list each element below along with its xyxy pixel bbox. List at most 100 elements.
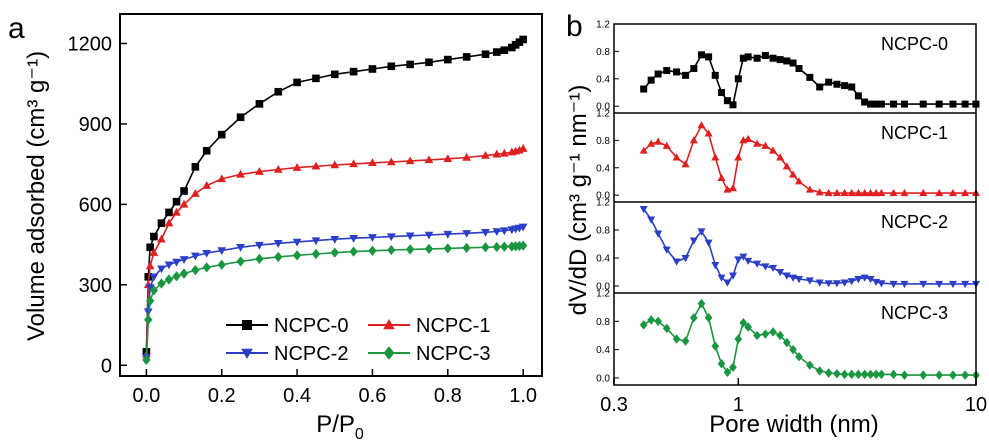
panel-b-point-ncpc-0 bbox=[825, 78, 833, 86]
panel-a-point-ncpc-3 bbox=[274, 251, 283, 263]
panel-a-point-ncpc-2 bbox=[179, 256, 189, 264]
legend-label-ncpc-0: NCPC-0 bbox=[274, 315, 348, 337]
panel-b-point-ncpc-3 bbox=[704, 313, 713, 323]
panel-b-point-ncpc-0 bbox=[890, 100, 898, 108]
panel-b-point-ncpc-3 bbox=[723, 367, 732, 377]
panel-a-series-ncpc-3 bbox=[142, 240, 528, 366]
panel-b-point-ncpc-2 bbox=[639, 206, 648, 214]
panel-b-point-ncpc-2 bbox=[824, 280, 833, 288]
panel-a-point-ncpc-3 bbox=[330, 247, 339, 258]
panel-b-ylabel: dV/dD (cm³ g⁻¹ nm⁻¹) bbox=[565, 85, 592, 316]
panel-a-y-tick-label: 600 bbox=[79, 194, 112, 216]
panel-b-point-ncpc-1 bbox=[689, 136, 698, 144]
panel-b-point-ncpc-3 bbox=[900, 370, 909, 380]
panel-a-point-ncpc-0 bbox=[165, 208, 173, 217]
panel-b-y-tick-label: 0.4 bbox=[596, 163, 610, 174]
panel-a-ticks: 0.0 0.2 0.4 0.6 0.8 1.0 0 300 600 900 1200 bbox=[68, 33, 538, 407]
panel-b-point-ncpc-2 bbox=[717, 274, 726, 282]
panel-b-series: NCPC-0 NCPC-1 NCPC-2 NCPC-3 bbox=[639, 34, 981, 380]
panel-b-point-ncpc-0 bbox=[841, 82, 849, 90]
panel-a-point-ncpc-3 bbox=[292, 250, 302, 261]
panel-b-point-ncpc-3 bbox=[761, 329, 770, 339]
panel-a-point-ncpc-3 bbox=[518, 240, 528, 251]
panel-b-point-ncpc-3 bbox=[860, 369, 869, 380]
panel-b-point-ncpc-1 bbox=[860, 188, 869, 197]
panel-a-y-tick-label: 0 bbox=[101, 355, 112, 377]
panel-a-legend: NCPC-0 NCPC-1 NCPC-2 NCPC-3 bbox=[226, 315, 490, 365]
panel-b-point-ncpc-3 bbox=[961, 370, 969, 380]
panel-a-plot-frame bbox=[119, 13, 543, 377]
panel-b-point-ncpc-1 bbox=[866, 188, 875, 197]
panel-a-point-ncpc-1 bbox=[386, 157, 396, 166]
panel-a-point-ncpc-2 bbox=[292, 238, 302, 247]
panel-a-point-ncpc-0 bbox=[144, 272, 153, 281]
panel-a-y-tick-label: 1200 bbox=[68, 33, 113, 55]
panel-a-point-ncpc-0 bbox=[217, 130, 226, 139]
panel-b-y-tick-label: 1.2 bbox=[596, 289, 610, 300]
panel-a-y-tick-label: 300 bbox=[79, 275, 112, 297]
legend-marker-ncpc-3 bbox=[383, 346, 395, 360]
panel-b-point-ncpc-3 bbox=[662, 323, 671, 334]
panel-b-point-ncpc-2 bbox=[832, 280, 841, 288]
panel-b-point-ncpc-3 bbox=[789, 344, 797, 355]
panel-a-point-ncpc-1 bbox=[149, 248, 159, 256]
panel-b-point-ncpc-1 bbox=[654, 137, 663, 145]
panel-a-point-ncpc-1 bbox=[202, 181, 212, 189]
panel-b-point-ncpc-1 bbox=[889, 188, 898, 197]
panel-b-point-ncpc-3 bbox=[833, 368, 841, 379]
panel-b-point-ncpc-3 bbox=[872, 369, 880, 380]
panel-b-point-ncpc-2 bbox=[697, 228, 706, 236]
panel-a-point-ncpc-1 bbox=[424, 155, 434, 164]
panel-a-point-ncpc-1 bbox=[405, 156, 415, 165]
panel-a-point-ncpc-2 bbox=[157, 265, 166, 274]
panel-b-point-ncpc-0 bbox=[872, 100, 880, 108]
panel-a-point-ncpc-1 bbox=[255, 167, 264, 175]
panel-b-point-ncpc-2 bbox=[840, 279, 849, 287]
panel-a-point-ncpc-1 bbox=[145, 261, 155, 270]
panel-b-point-ncpc-1 bbox=[639, 146, 648, 154]
panel-b-series-ncpc-0: NCPC-0 bbox=[640, 34, 980, 109]
panel-a-point-ncpc-3 bbox=[164, 274, 174, 285]
panel-b-point-ncpc-2 bbox=[654, 230, 663, 238]
panel-b-point-ncpc-2 bbox=[847, 278, 856, 286]
panel-b-x-tick-label: 0.3 bbox=[600, 394, 628, 416]
panel-a-point-ncpc-2 bbox=[368, 234, 377, 242]
panel-b-point-ncpc-0 bbox=[753, 54, 761, 62]
panel-a-point-ncpc-2 bbox=[190, 252, 200, 261]
panel-b-y-tick-label: 0.8 bbox=[596, 136, 610, 147]
panel-a-point-ncpc-2 bbox=[149, 273, 159, 282]
panel-b-point-ncpc-3 bbox=[805, 360, 814, 370]
panel-a-point-ncpc-0 bbox=[330, 70, 339, 79]
panel-b-point-ncpc-2 bbox=[794, 276, 803, 284]
panel-a-x-tick-label: 0.0 bbox=[132, 385, 160, 407]
panel-b-point-ncpc-0 bbox=[705, 53, 713, 61]
panel-b-point-ncpc-2 bbox=[681, 255, 690, 263]
panel-b-point-ncpc-2 bbox=[728, 272, 738, 280]
panel-a-point-ncpc-3 bbox=[405, 244, 415, 255]
panel-a-point-ncpc-0 bbox=[274, 87, 283, 96]
panel-b-point-ncpc-0 bbox=[861, 98, 869, 106]
panel-b-y-tick-label: 0.0 bbox=[596, 191, 610, 202]
panel-a-point-ncpc-2 bbox=[330, 236, 340, 244]
panel-b-point-ncpc-3 bbox=[919, 370, 928, 380]
panel-b-point-ncpc-0 bbox=[647, 76, 655, 84]
panel-b-point-ncpc-0 bbox=[900, 100, 908, 108]
panel-b-point-ncpc-1 bbox=[728, 184, 738, 192]
panel-a-point-ncpc-3 bbox=[443, 243, 452, 254]
panel-a-point-ncpc-2 bbox=[202, 249, 212, 258]
panel-a-point-ncpc-3 bbox=[142, 354, 151, 366]
panel-a-point-ncpc-3 bbox=[202, 262, 211, 273]
panel-a-point-ncpc-3 bbox=[172, 271, 181, 282]
panel-b-point-ncpc-3 bbox=[717, 359, 726, 369]
panel-b-point-ncpc-0 bbox=[854, 92, 862, 100]
panel-a-point-ncpc-2 bbox=[349, 234, 358, 243]
panel-b-point-ncpc-1 bbox=[824, 188, 833, 197]
panel-a-point-ncpc-2 bbox=[164, 261, 174, 270]
panel-b-point-ncpc-1 bbox=[753, 139, 762, 147]
panel-a-point-ncpc-0 bbox=[236, 113, 245, 122]
panel-b-point-ncpc-0 bbox=[949, 100, 957, 108]
panel-a-y-tick-label: 900 bbox=[79, 114, 112, 136]
panel-b-curve-label: NCPC-1 bbox=[881, 123, 948, 143]
panel-b-point-ncpc-0 bbox=[690, 65, 698, 72]
panel-b-y-tick-label: 0.4 bbox=[596, 345, 610, 356]
